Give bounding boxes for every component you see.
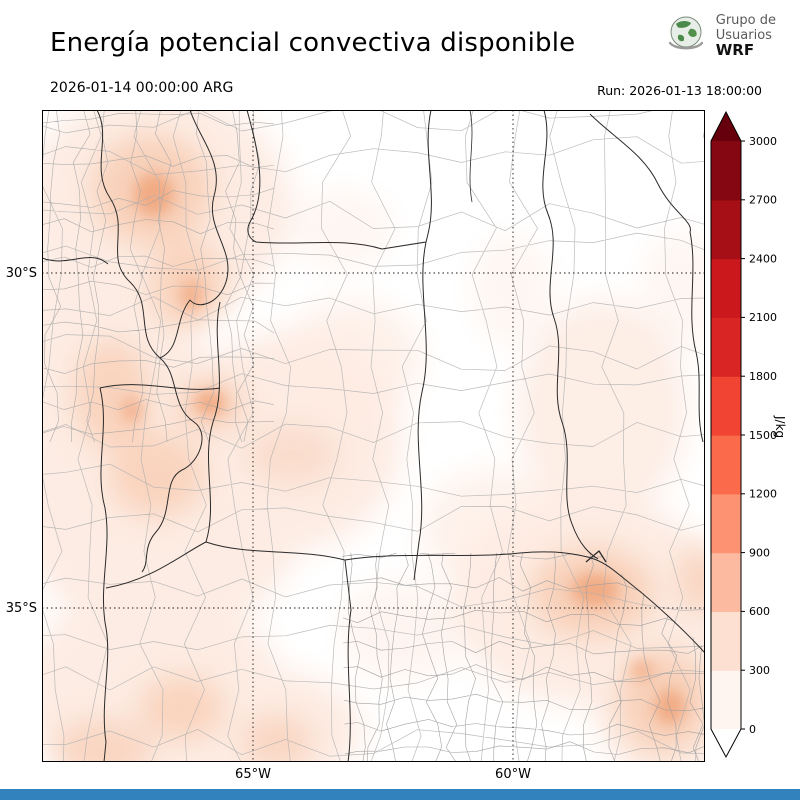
lon-label-60w: 60°W <box>495 767 531 782</box>
colorbar-unit-label: J/kg <box>773 416 787 439</box>
valid-time-label: 2026-01-14 00:00:00 ARG <box>50 80 234 96</box>
svg-text:2700: 2700 <box>749 194 777 207</box>
svg-text:300: 300 <box>749 664 770 677</box>
logo-line1: Grupo de <box>715 12 776 28</box>
cape-shading-medium <box>52 135 705 762</box>
map-canvas <box>42 110 705 762</box>
logo-line3: WRF <box>715 40 755 59</box>
svg-text:0: 0 <box>749 723 756 736</box>
colorbar-scale: 0 300 600 900 1200 1500 1800 2100 2400 2700 3000 <box>710 110 777 759</box>
map-border <box>42 110 705 762</box>
svg-text:3000: 3000 <box>749 135 777 148</box>
svg-text:1200: 1200 <box>749 488 777 501</box>
colorbar: 0 300 600 900 1200 1500 1800 2100 2400 2700 3000 <box>710 110 780 765</box>
svg-text:900: 900 <box>749 546 770 559</box>
logo-line2: Usuarios <box>715 27 772 43</box>
footer-accent-bar <box>0 789 800 800</box>
run-time-label: Run: 2026-01-13 18:00:00 <box>597 83 762 98</box>
svg-text:1800: 1800 <box>749 370 777 383</box>
latlon-gridlines <box>42 110 705 762</box>
wrf-logo: Grupo de Usuarios WRF <box>663 12 776 58</box>
map-frame <box>42 110 705 762</box>
lat-label-30s: 30°S <box>5 266 37 281</box>
svg-text:2100: 2100 <box>749 311 777 324</box>
lat-label-35s: 35°S <box>5 601 37 616</box>
svg-text:2400: 2400 <box>749 252 777 265</box>
svg-text:600: 600 <box>749 605 770 618</box>
logo-text: Grupo de Usuarios WRF <box>716 13 776 58</box>
province-borders <box>42 110 705 762</box>
page-title: Energía potencial convectiva disponible <box>50 28 576 58</box>
department-borders-buenosaires <box>342 553 705 762</box>
department-borders-northwest <box>42 110 274 442</box>
lon-label-65w: 65°W <box>235 767 271 782</box>
globe-icon <box>668 16 703 50</box>
department-borders <box>42 110 705 762</box>
svg-text:1500: 1500 <box>749 429 777 442</box>
